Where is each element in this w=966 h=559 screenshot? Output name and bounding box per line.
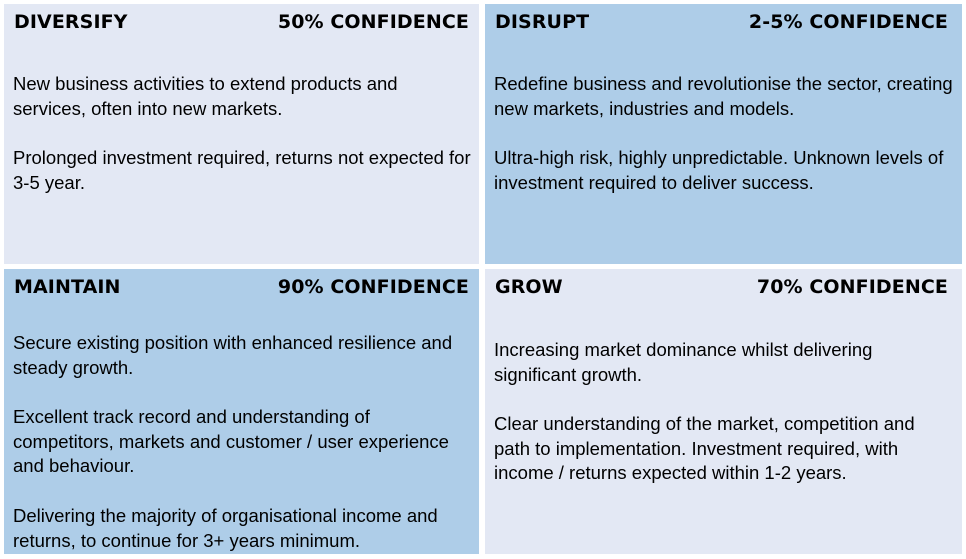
confidence-label: 90% CONFIDENCE	[277, 276, 469, 298]
quadrant-investment-note: Prolonged investment required, returns n…	[13, 147, 471, 193]
quadrant-header: DISRUPT 2-5% CONFIDENCE	[495, 11, 948, 33]
confidence-label: 2-5% CONFIDENCE	[748, 11, 948, 33]
quadrant-header: MAINTAIN 90% CONFIDENCE	[14, 276, 469, 298]
quadrant-income-note: Delivering the majority of organisationa…	[13, 505, 438, 551]
quadrant-description: Increasing market dominance whilst deliv…	[494, 339, 873, 385]
quadrant-investment-note: Ultra-high risk, highly unpredictable. U…	[494, 147, 944, 193]
quadrant-title: DIVERSIFY	[14, 11, 128, 33]
quadrant-diversify: DIVERSIFY 50% CONFIDENCE New business ac…	[4, 4, 479, 264]
quadrant-maintain: MAINTAIN 90% CONFIDENCE Secure existing …	[4, 269, 479, 554]
quadrant-title: MAINTAIN	[14, 276, 121, 298]
confidence-label: 70% CONFIDENCE	[756, 276, 948, 298]
confidence-label: 50% CONFIDENCE	[277, 11, 469, 33]
quadrant-disrupt: DISRUPT 2-5% CONFIDENCE Redefine busines…	[485, 4, 962, 264]
quadrant-title: GROW	[495, 276, 563, 298]
quadrant-description: New business activities to extend produc…	[13, 73, 398, 119]
quadrant-header: GROW 70% CONFIDENCE	[495, 276, 948, 298]
quadrant-track-record-note: Excellent track record and understanding…	[13, 406, 449, 476]
quadrant-title: DISRUPT	[495, 11, 590, 33]
quadrant-description: Secure existing position with enhanced r…	[13, 332, 453, 378]
quadrant-description: Redefine business and revolutionise the …	[494, 73, 953, 119]
quadrant-header: DIVERSIFY 50% CONFIDENCE	[14, 11, 469, 33]
quadrant-grow: GROW 70% CONFIDENCE Increasing market do…	[485, 269, 962, 554]
quadrant-investment-note: Clear understanding of the market, compe…	[494, 413, 915, 483]
